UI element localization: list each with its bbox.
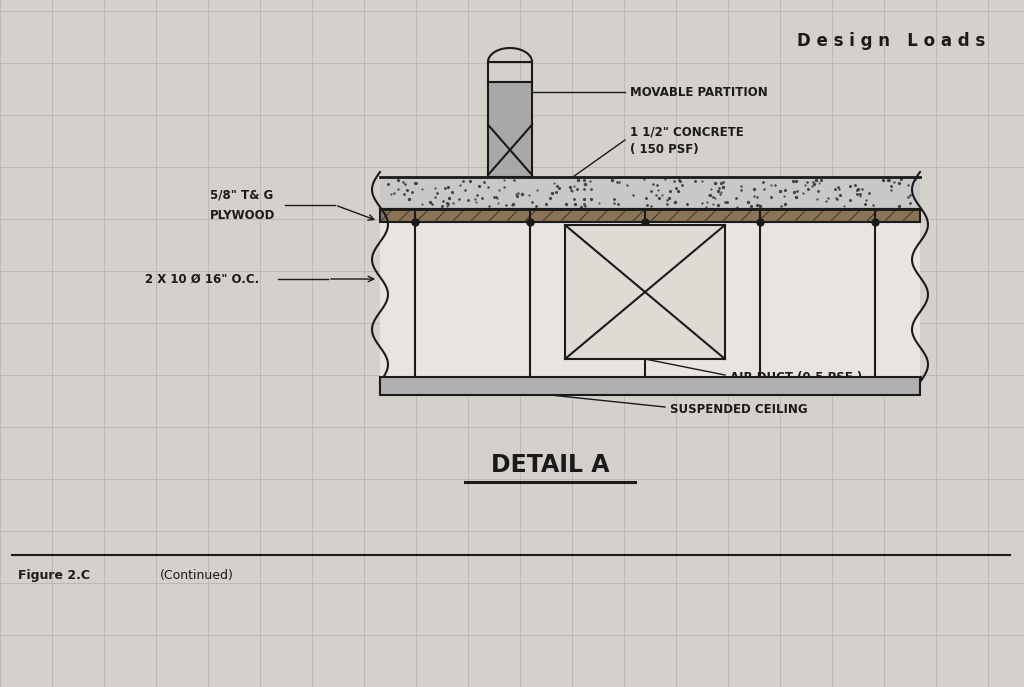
Text: 2 X 10 Ø 16" O.C.: 2 X 10 Ø 16" O.C. (145, 273, 259, 286)
Text: D e s i g n   L o a d s: D e s i g n L o a d s (797, 32, 985, 50)
Text: MOVABLE PARTITION: MOVABLE PARTITION (630, 85, 768, 98)
Bar (380, 377, 920, 395)
Bar (380, 209, 920, 222)
Text: DETAIL A: DETAIL A (490, 453, 609, 477)
Text: (Continued): (Continued) (160, 569, 233, 581)
Bar (380, 177, 920, 209)
Bar (380, 209, 920, 377)
Text: AIR DUCT (0.5 PSF ): AIR DUCT (0.5 PSF ) (730, 370, 862, 383)
Bar (488, 82, 532, 177)
Text: SUSPENDED CEILING: SUSPENDED CEILING (670, 403, 808, 416)
Text: 5/8" T& G: 5/8" T& G (210, 188, 273, 201)
Bar (565, 225, 725, 359)
Text: ( 150 PSF): ( 150 PSF) (630, 142, 698, 155)
Text: PLYWOOD: PLYWOOD (210, 208, 275, 221)
Text: 1 1/2" CONCRETE: 1 1/2" CONCRETE (630, 126, 743, 139)
Text: Figure 2.C: Figure 2.C (18, 569, 90, 581)
